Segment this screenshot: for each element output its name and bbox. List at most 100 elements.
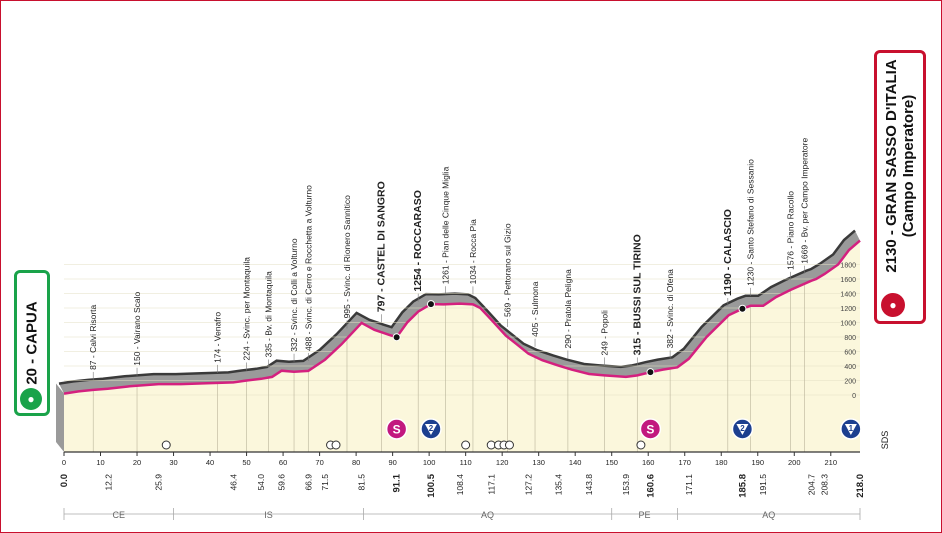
relief-band: [59, 230, 860, 394]
place-label: 335 - Bv. di Montaquila: [263, 271, 273, 358]
summit-dot: [646, 368, 655, 377]
profile-fill: [64, 240, 860, 452]
y-tick-label: 1800: [840, 263, 856, 270]
tunnel-icon: [161, 440, 171, 450]
place-label: 249 - Popoli: [599, 310, 609, 355]
place-label: 995 - Svinc. di Rionero Sannitico: [342, 195, 352, 319]
y-tick-label: 400: [844, 364, 856, 371]
place-label: 488 - Svinc. di Cerro e Rocchetta a Volt…: [303, 185, 313, 351]
y-tick-label: 1600: [840, 277, 856, 284]
x-tick-label: 50: [242, 458, 250, 467]
region-label: AQ: [481, 510, 494, 520]
x-tick-label: 200: [788, 458, 801, 467]
place-label: 332 - Svinc. di Colli a Volturno: [289, 238, 299, 352]
km-label: 71.5: [320, 474, 330, 491]
place-label: 797 - CASTEL DI SANGRO: [376, 181, 388, 312]
km-label: 127.2: [523, 474, 533, 496]
region-label: AQ: [762, 510, 775, 520]
x-tick-label: 20: [133, 458, 141, 467]
sprint-marker-icon: [385, 418, 408, 440]
tunnel-icon: [636, 440, 646, 450]
x-tick-label: 80: [352, 458, 360, 467]
x-tick-label: 30: [169, 458, 177, 467]
x-tick-label: 10: [96, 458, 104, 467]
place-label: 87 - Calvi Risorta: [88, 304, 98, 369]
finish-sublabel: (Campo Imperatore): [900, 94, 917, 237]
finish-label: 2130 - GRAN SASSO D'ITALIA: [883, 58, 900, 273]
km-label: 100.5: [426, 473, 437, 497]
x-tick-label: 150: [605, 458, 618, 467]
place-label: 174 - Venafro: [212, 312, 222, 363]
place-label: 1190 - CALASCIO: [722, 209, 734, 296]
y-tick-label: 1000: [840, 321, 856, 328]
finish-label-box: 2130 - GRAN SASSO D'ITALIA (Campo Impera…: [874, 50, 926, 324]
x-tick-label: 70: [315, 458, 323, 467]
y-tick-label: 800: [844, 335, 856, 342]
place-label: 1261 - Pian delle Cinque Miglia: [441, 166, 451, 284]
kom-marker-label: 2: [429, 424, 434, 433]
summit-dot: [738, 304, 747, 313]
km-label: 185.8: [737, 474, 748, 498]
y-tick-label: 0: [852, 393, 856, 400]
km-label: 54.0: [256, 474, 266, 491]
y-tick-label: 1200: [840, 306, 856, 313]
summit-dot: [426, 300, 435, 309]
km-label: 46.4: [228, 474, 238, 491]
place-label: 1576 - Piano Racollo: [786, 191, 796, 270]
region-label: CE: [113, 510, 126, 520]
place-label: 315 - BUSSI SUL TIRINO: [631, 234, 643, 355]
km-label: 91.1: [392, 473, 403, 492]
km-label: 191.5: [758, 474, 768, 496]
kom-marker-label: 1: [849, 424, 854, 433]
km-label: 108.4: [455, 474, 465, 496]
place-label: 150 - Vairano Scalo: [132, 291, 142, 365]
relief-edge: [58, 229, 856, 385]
y-tick-label: 600: [844, 350, 856, 357]
elevation-line: [63, 239, 861, 395]
x-tick-label: 190: [752, 458, 765, 467]
sprint-marker-label: S: [646, 423, 654, 437]
place-label: 1034 - Rocca Pia: [468, 219, 478, 284]
km-label: 0.0: [59, 474, 70, 487]
km-label: 12.2: [104, 474, 114, 491]
x-tick-label: 170: [678, 458, 691, 467]
km-label: 117.1: [487, 474, 497, 495]
tunnel-icon: [461, 440, 471, 450]
sprint-marker-label: S: [393, 423, 401, 437]
cyclist-icon: ●: [20, 388, 42, 410]
place-label: 290 - Pratola Peligna: [563, 269, 573, 349]
place-label: 224 - Svinc. per Montaquila: [242, 257, 252, 361]
start-label: 20 - CAPUA: [23, 301, 41, 385]
km-label: 171.1: [684, 474, 694, 496]
place-label: 382 - Svinc. di Ofena: [665, 269, 675, 349]
x-tick-label: 160: [642, 458, 655, 467]
km-label: 208.3: [820, 474, 830, 496]
summit-dot: [392, 333, 401, 342]
kom-triangle-icon: [736, 424, 749, 435]
km-label: 66.9: [303, 474, 313, 491]
place-label: 1669 - Bv. per Campo Imperatore: [799, 138, 809, 264]
tunnel-icon: [504, 440, 514, 450]
x-tick-label: 90: [388, 458, 396, 467]
x-tick-label: 40: [206, 458, 214, 467]
start-label-box: 20 - CAPUA ●: [14, 270, 50, 416]
km-label: 135.4: [553, 474, 563, 496]
km-label: 81.5: [357, 474, 367, 491]
x-tick-label: 120: [496, 458, 509, 467]
tunnel-icon: [486, 440, 496, 450]
km-label: 143.8: [584, 474, 594, 496]
start-block: [56, 383, 64, 452]
x-tick-label: 140: [569, 458, 582, 467]
kom-triangle-icon: [844, 424, 857, 435]
y-tick-label: 200: [844, 379, 856, 386]
sprint-marker-icon: [639, 418, 662, 440]
region-label: IS: [264, 510, 273, 520]
kom-triangle-icon: [424, 424, 437, 435]
x-tick-label: 0: [62, 458, 66, 467]
place-label: 1254 - ROCCARASO: [412, 190, 424, 292]
km-label: 160.6: [645, 474, 656, 498]
kom-marker-label: 2: [740, 424, 745, 433]
x-tick-label: 100: [423, 458, 436, 467]
km-label: 153.9: [621, 474, 631, 496]
sds-label: SDS: [880, 431, 890, 450]
